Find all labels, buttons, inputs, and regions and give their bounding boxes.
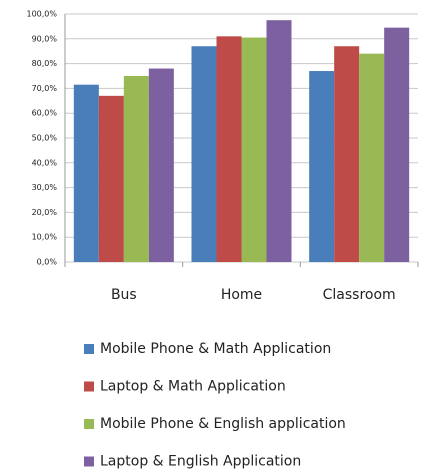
x-tick-label: Home: [221, 287, 262, 303]
y-tick-label: 20,0%: [32, 208, 58, 217]
bar: [334, 46, 360, 262]
y-tick-label: 70,0%: [32, 84, 58, 93]
bar: [266, 20, 292, 263]
y-tick-label: 0,0%: [37, 258, 58, 267]
legend-swatch: [84, 456, 94, 467]
x-tick-label: Classroom: [323, 287, 396, 303]
y-tick-label: 40,0%: [32, 158, 58, 167]
y-tick-label: 50,0%: [32, 134, 58, 143]
bar: [359, 53, 385, 263]
x-tick-label: Bus: [111, 287, 137, 303]
bar: [191, 46, 217, 262]
bar: [309, 71, 335, 262]
bar: [73, 84, 99, 263]
legend-label: Laptop & English Application: [100, 454, 301, 470]
y-tick-label: 90,0%: [32, 34, 58, 43]
legend-swatch: [84, 381, 94, 392]
bar: [98, 95, 124, 262]
bar: [123, 76, 149, 262]
legend-label: Laptop & Math Application: [100, 379, 286, 395]
y-tick-label: 100,0%: [26, 10, 57, 19]
legend-label: Mobile Phone & Math Application: [100, 341, 331, 357]
y-tick-label: 10,0%: [32, 233, 58, 242]
bar: [241, 37, 267, 263]
y-tick-label: 60,0%: [32, 109, 58, 118]
y-tick-label: 80,0%: [32, 59, 58, 68]
bar: [384, 27, 410, 262]
legend-label: Mobile Phone & English application: [100, 416, 346, 432]
bar: [216, 36, 242, 262]
y-tick-label: 30,0%: [32, 183, 58, 192]
legend-swatch: [84, 419, 94, 429]
legend-swatch: [84, 344, 94, 354]
bar: [148, 68, 174, 262]
